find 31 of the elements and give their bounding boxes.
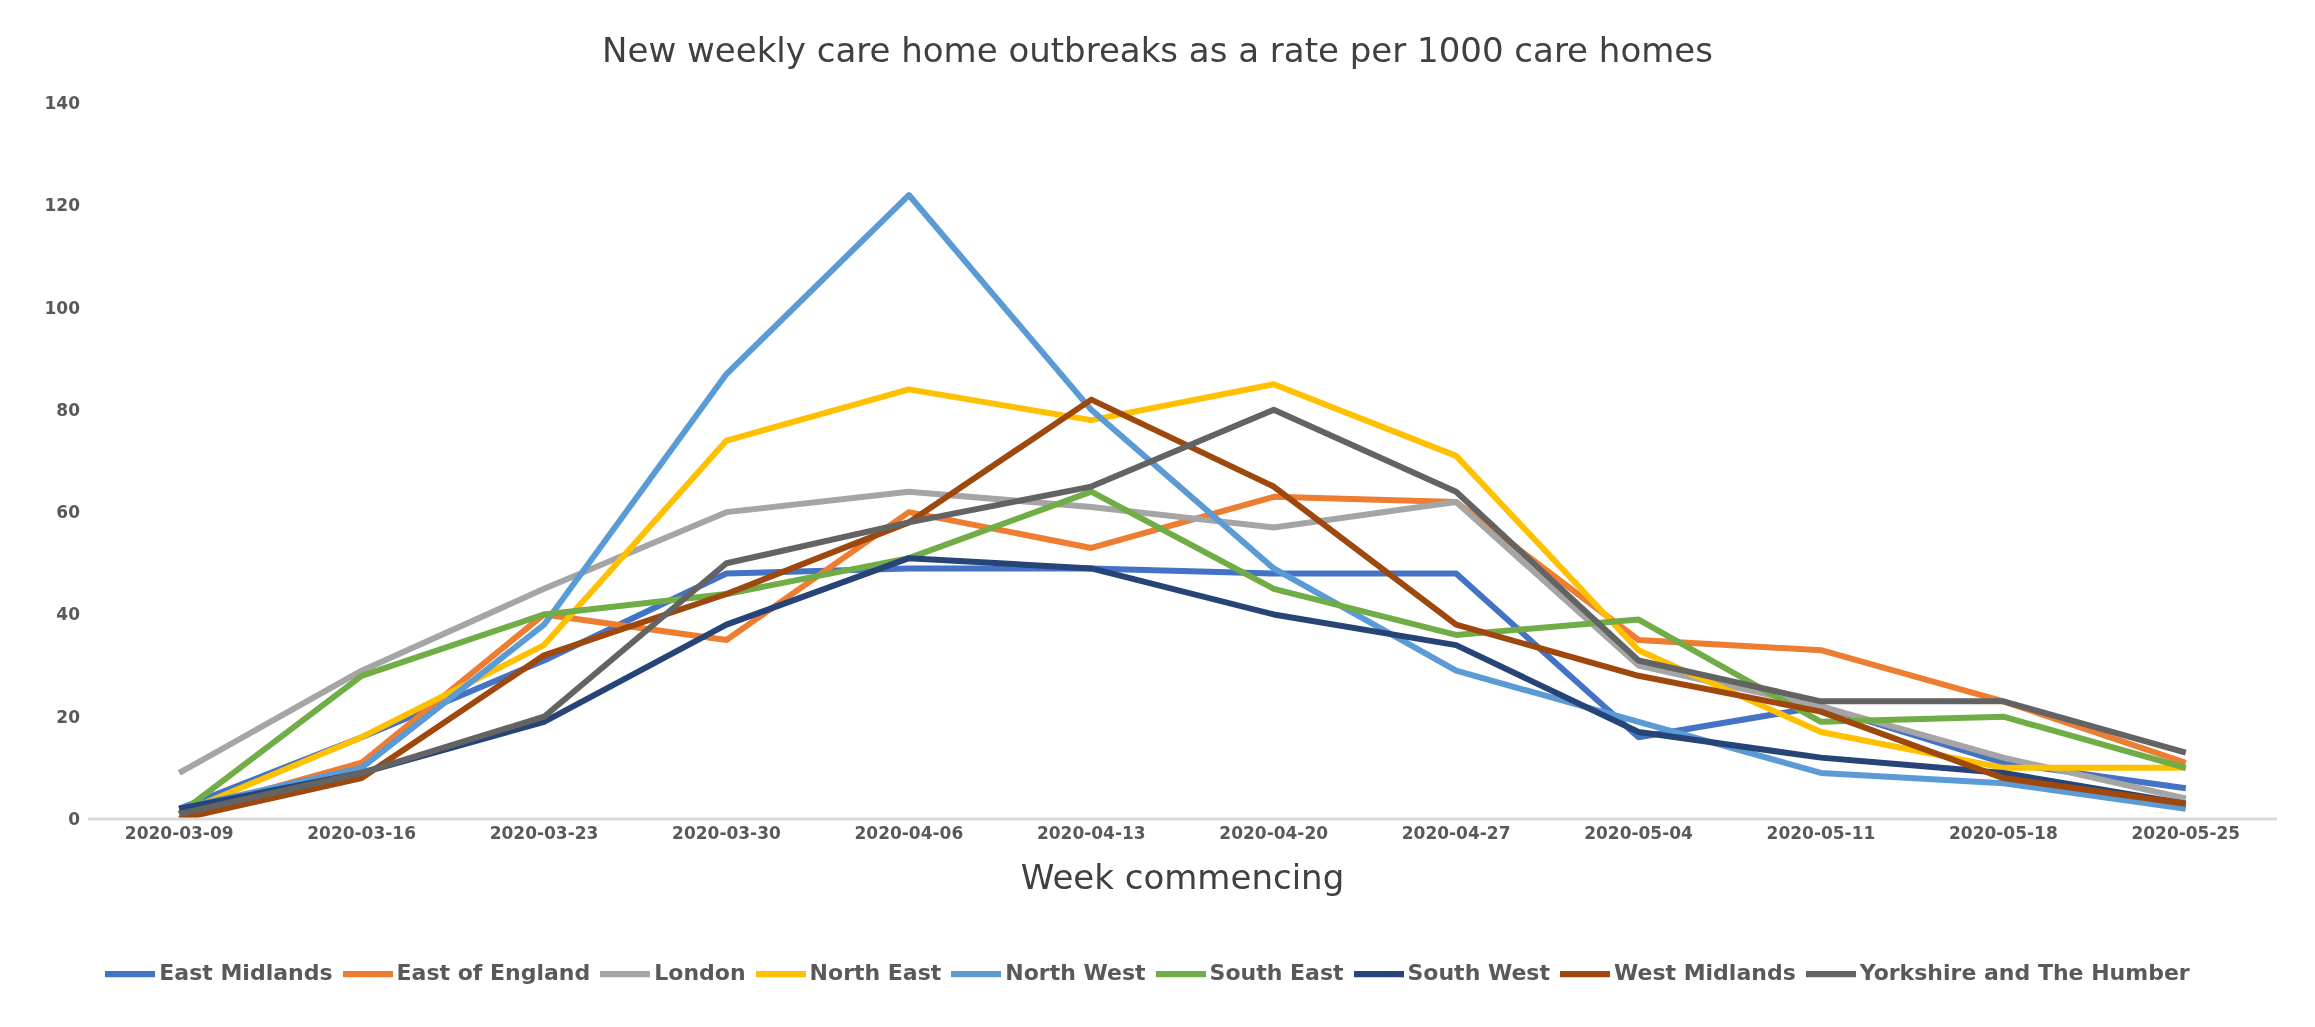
legend-label: North West bbox=[1005, 960, 1146, 985]
x-tick-label: 2020-05-11 bbox=[1766, 823, 1876, 844]
x-tick-label: 2020-04-06 bbox=[854, 823, 964, 844]
x-tick-label: 2020-04-13 bbox=[1036, 823, 1146, 844]
legend-label: East Midlands bbox=[159, 960, 333, 985]
legend-label: East of England bbox=[396, 960, 591, 985]
y-tick-label: 120 bbox=[44, 195, 81, 216]
y-tick-label: 140 bbox=[44, 93, 81, 114]
x-axis-title: Week commencing bbox=[1020, 857, 1345, 897]
x-tick-label: 2020-03-30 bbox=[672, 823, 781, 844]
y-tick-label: 0 bbox=[68, 809, 81, 830]
legend-label: Yorkshire and The Humber bbox=[1859, 960, 2190, 985]
x-tick-label: 2020-03-09 bbox=[124, 823, 234, 844]
x-tick-label: 2020-05-18 bbox=[1949, 823, 2058, 844]
x-tick-label: 2020-05-25 bbox=[2131, 823, 2241, 844]
y-tick-label: 80 bbox=[56, 399, 81, 420]
legend-label: South West bbox=[1407, 960, 1550, 985]
chart-title: New weekly care home outbreaks as a rate per 1000 care homes bbox=[601, 30, 1714, 70]
legend-label: West Midlands bbox=[1613, 960, 1796, 985]
legend-label: South East bbox=[1209, 960, 1344, 985]
x-tick-label: 2020-03-23 bbox=[489, 823, 599, 844]
x-tick-label: 2020-05-04 bbox=[1584, 823, 1694, 844]
legend-label: London bbox=[654, 960, 746, 985]
y-tick-label: 100 bbox=[44, 297, 81, 318]
y-tick-label: 60 bbox=[56, 502, 81, 523]
legend-label: North East bbox=[809, 960, 942, 985]
x-tick-label: 2020-03-16 bbox=[307, 823, 416, 844]
x-tick-label: 2020-04-27 bbox=[1401, 823, 1511, 844]
y-tick-label: 40 bbox=[56, 604, 81, 625]
x-tick-label: 2020-04-20 bbox=[1219, 823, 1329, 844]
y-tick-label: 20 bbox=[56, 706, 81, 727]
